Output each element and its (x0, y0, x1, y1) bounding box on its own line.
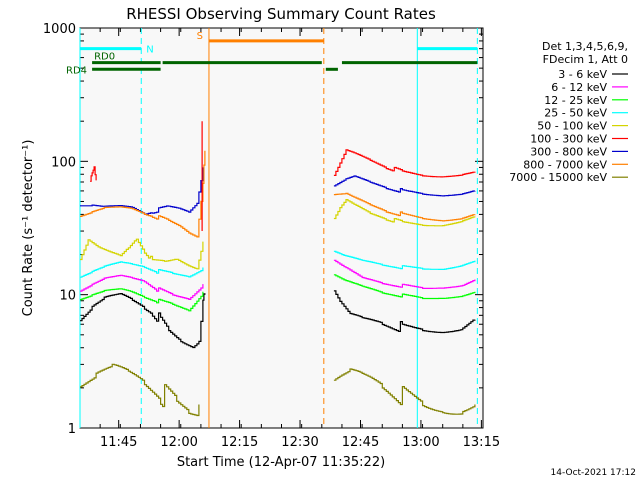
series-line-1-1 (333, 259, 476, 289)
legend-entry: 25 - 50 keV (544, 107, 607, 120)
attenuator-vlines (79, 28, 478, 428)
plot-area-frame (79, 27, 484, 429)
series-line-4-1 (333, 199, 476, 227)
chart-title: RHESSI Observing Summary Count Rates (126, 5, 436, 23)
state-label-rd4: RD4 (66, 65, 87, 76)
legend-entry: 300 - 800 keV (530, 145, 607, 158)
legend-entry: 100 - 300 keV (530, 133, 607, 146)
y-tick-label: 100 (51, 155, 76, 170)
series-line-4-0 (80, 238, 204, 270)
series-line-6-1 (333, 175, 476, 197)
legend-entry: 6 - 12 keV (551, 81, 607, 94)
series-line-7-1 (333, 192, 476, 222)
series-line-3-0 (80, 261, 204, 278)
series-line-8-0 (80, 363, 200, 417)
x-axis-label: Start Time (12-Apr-07 11:35:22) (177, 455, 385, 470)
series-line-0-1 (333, 290, 476, 334)
series-line-7-0 (80, 150, 206, 238)
series-line-2-0 (80, 288, 204, 312)
y-tick-label: 1 (68, 422, 76, 437)
y-axis-ticks: 1 10 100 1000 (43, 22, 483, 437)
series-line-5-1 (333, 149, 476, 178)
x-tick-label: 13:00 (402, 435, 439, 450)
x-tick-label: 11:45 (100, 435, 137, 450)
legend: Det 1,3,4,5,6,9,FDecim 1, Att 0 3 - 6 keV… (509, 40, 628, 184)
legend-header: FDecim 1, Att 0 (543, 53, 628, 66)
series-line-3-1 (333, 250, 476, 270)
legend-entry: 3 - 6 keV (558, 68, 607, 81)
x-tick-label: 12:30 (281, 435, 318, 450)
y-tick-label: 10 (59, 289, 76, 304)
x-tick-label: 12:00 (160, 435, 197, 450)
y-tick-label: 1000 (43, 22, 76, 37)
x-axis-ticks: 11:45 12:00 12:15 12:30 12:45 13:00 13:15 (79, 28, 500, 450)
y-axis-label: Count Rate (s⁻¹ detector⁻¹) (21, 140, 36, 317)
series-line-2-1 (333, 274, 476, 300)
state-label-n: N (146, 45, 153, 56)
series-line-1-0 (80, 274, 204, 300)
state-label-s: S (197, 31, 203, 42)
series-line-5-0 (90, 166, 97, 182)
data-series (80, 121, 476, 417)
legend-entry: 800 - 7000 keV (523, 158, 607, 171)
state-label-rd0: RD0 (94, 52, 115, 63)
legend-entry: 12 - 25 keV (544, 94, 607, 107)
legend-header: Det 1,3,4,5,6,9, (542, 40, 628, 53)
x-tick-label: 13:15 (463, 435, 500, 450)
footer-date: 14-Oct-2021 17:12 (551, 468, 636, 478)
x-tick-label: 12:15 (221, 435, 258, 450)
state-bars: N S RD0 RD4 (66, 31, 478, 76)
series-line-0-0 (80, 293, 206, 349)
series-line-8-1 (333, 368, 476, 415)
legend-entry: 7000 - 15000 keV (509, 171, 607, 184)
legend-entry: 50 - 100 keV (537, 120, 607, 133)
x-tick-label: 12:45 (342, 435, 379, 450)
